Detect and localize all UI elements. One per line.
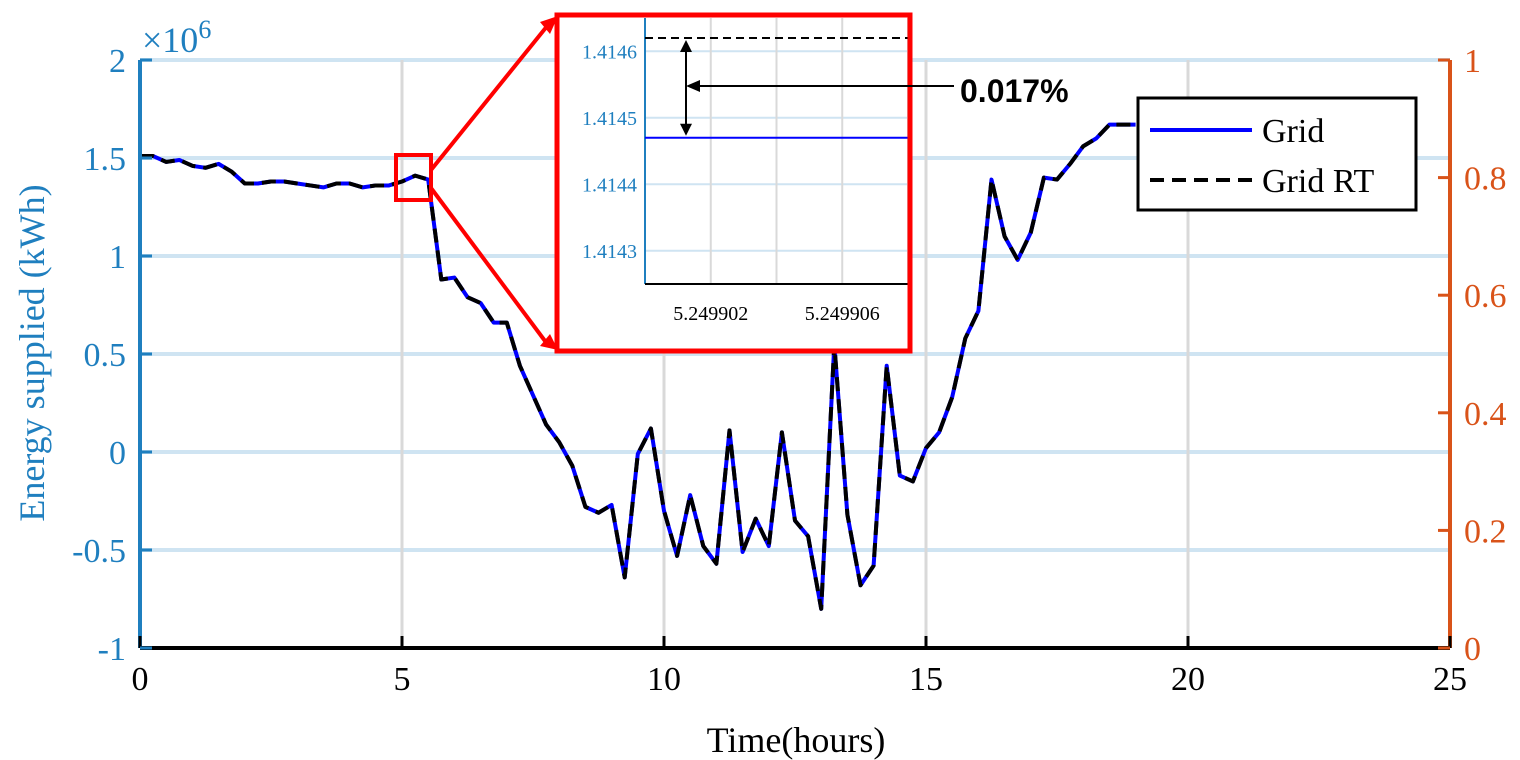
legend-label-grid-rt: Grid RT [1262,163,1374,200]
difference-arrowhead-bottom [680,123,692,136]
y-tick-label-1: -0.5 [72,533,126,570]
inset-x-tick-0: 5.249902 [673,303,748,325]
x-tick-label-3: 15 [909,661,943,698]
inset-y-tick-3: 1.4146 [582,41,637,63]
y-tick-label-0: -1 [98,631,126,668]
y-tick-label-6: 2 [109,43,126,80]
inset-tick-labels: 1.4143 1.4144 1.4145 1.4146 5.249902 5.249906 [582,41,880,325]
x-tick-label-2: 10 [647,661,681,698]
inset-y-tick-1: 1.4144 [582,174,637,196]
y-tick-label-5: 1.5 [84,141,127,178]
y-tick-label-4: 1 [109,239,126,276]
y2-tick-label-2: 0.4 [1464,396,1507,433]
x-tick-label-5: 25 [1433,661,1467,698]
y-exponent-label: ×106 [142,15,211,60]
legend-label-grid: Grid [1262,113,1324,150]
inset-y-tick-2: 1.4145 [582,108,637,130]
inset-border [554,12,913,354]
y-tick-label-3: 0.5 [84,337,127,374]
zoom-connector-bottom [429,186,550,347]
y2-tick-label-1: 0.2 [1464,513,1507,550]
difference-annotation: 0.017% [686,73,1069,109]
inset-x-tick-1: 5.249906 [805,303,880,325]
y-axis-label: Energy supplied (kWh) [12,184,52,521]
x-axis-label: Time(hours) [707,720,886,760]
legend: Grid Grid RT [1136,96,1418,212]
x-tick-label-0: 0 [132,661,149,698]
zoom-arrowhead-bottom [540,334,558,350]
zoom-inset: 1.4143 1.4144 1.4145 1.4146 5.249902 5.249906 [554,12,913,354]
y2-tick-label-3: 0.6 [1464,278,1507,315]
y-tick-label-2: 0 [109,435,126,472]
inset-background [557,15,910,351]
legend-box [1136,96,1418,212]
x-tick-label-4: 20 [1171,661,1205,698]
y2-tick-label-0: 0 [1464,631,1481,668]
series-line-grid-rt [140,122,1136,611]
zoom-indicator [394,16,558,350]
series-lines [140,122,1136,611]
x-tick-label-1: 5 [394,661,411,698]
zoom-connector-top [429,23,550,172]
zoom-arrowhead-top [540,16,558,34]
difference-arrowhead-top [680,39,692,52]
annotation-arrowhead [686,80,700,92]
y2-tick-label-4: 0.8 [1464,161,1507,198]
inset-y-tick-0: 1.4143 [582,241,637,263]
annotation-label: 0.017% [960,73,1069,109]
zoom-source-box [394,153,433,202]
y2-tick-label-5: 1 [1464,43,1481,80]
